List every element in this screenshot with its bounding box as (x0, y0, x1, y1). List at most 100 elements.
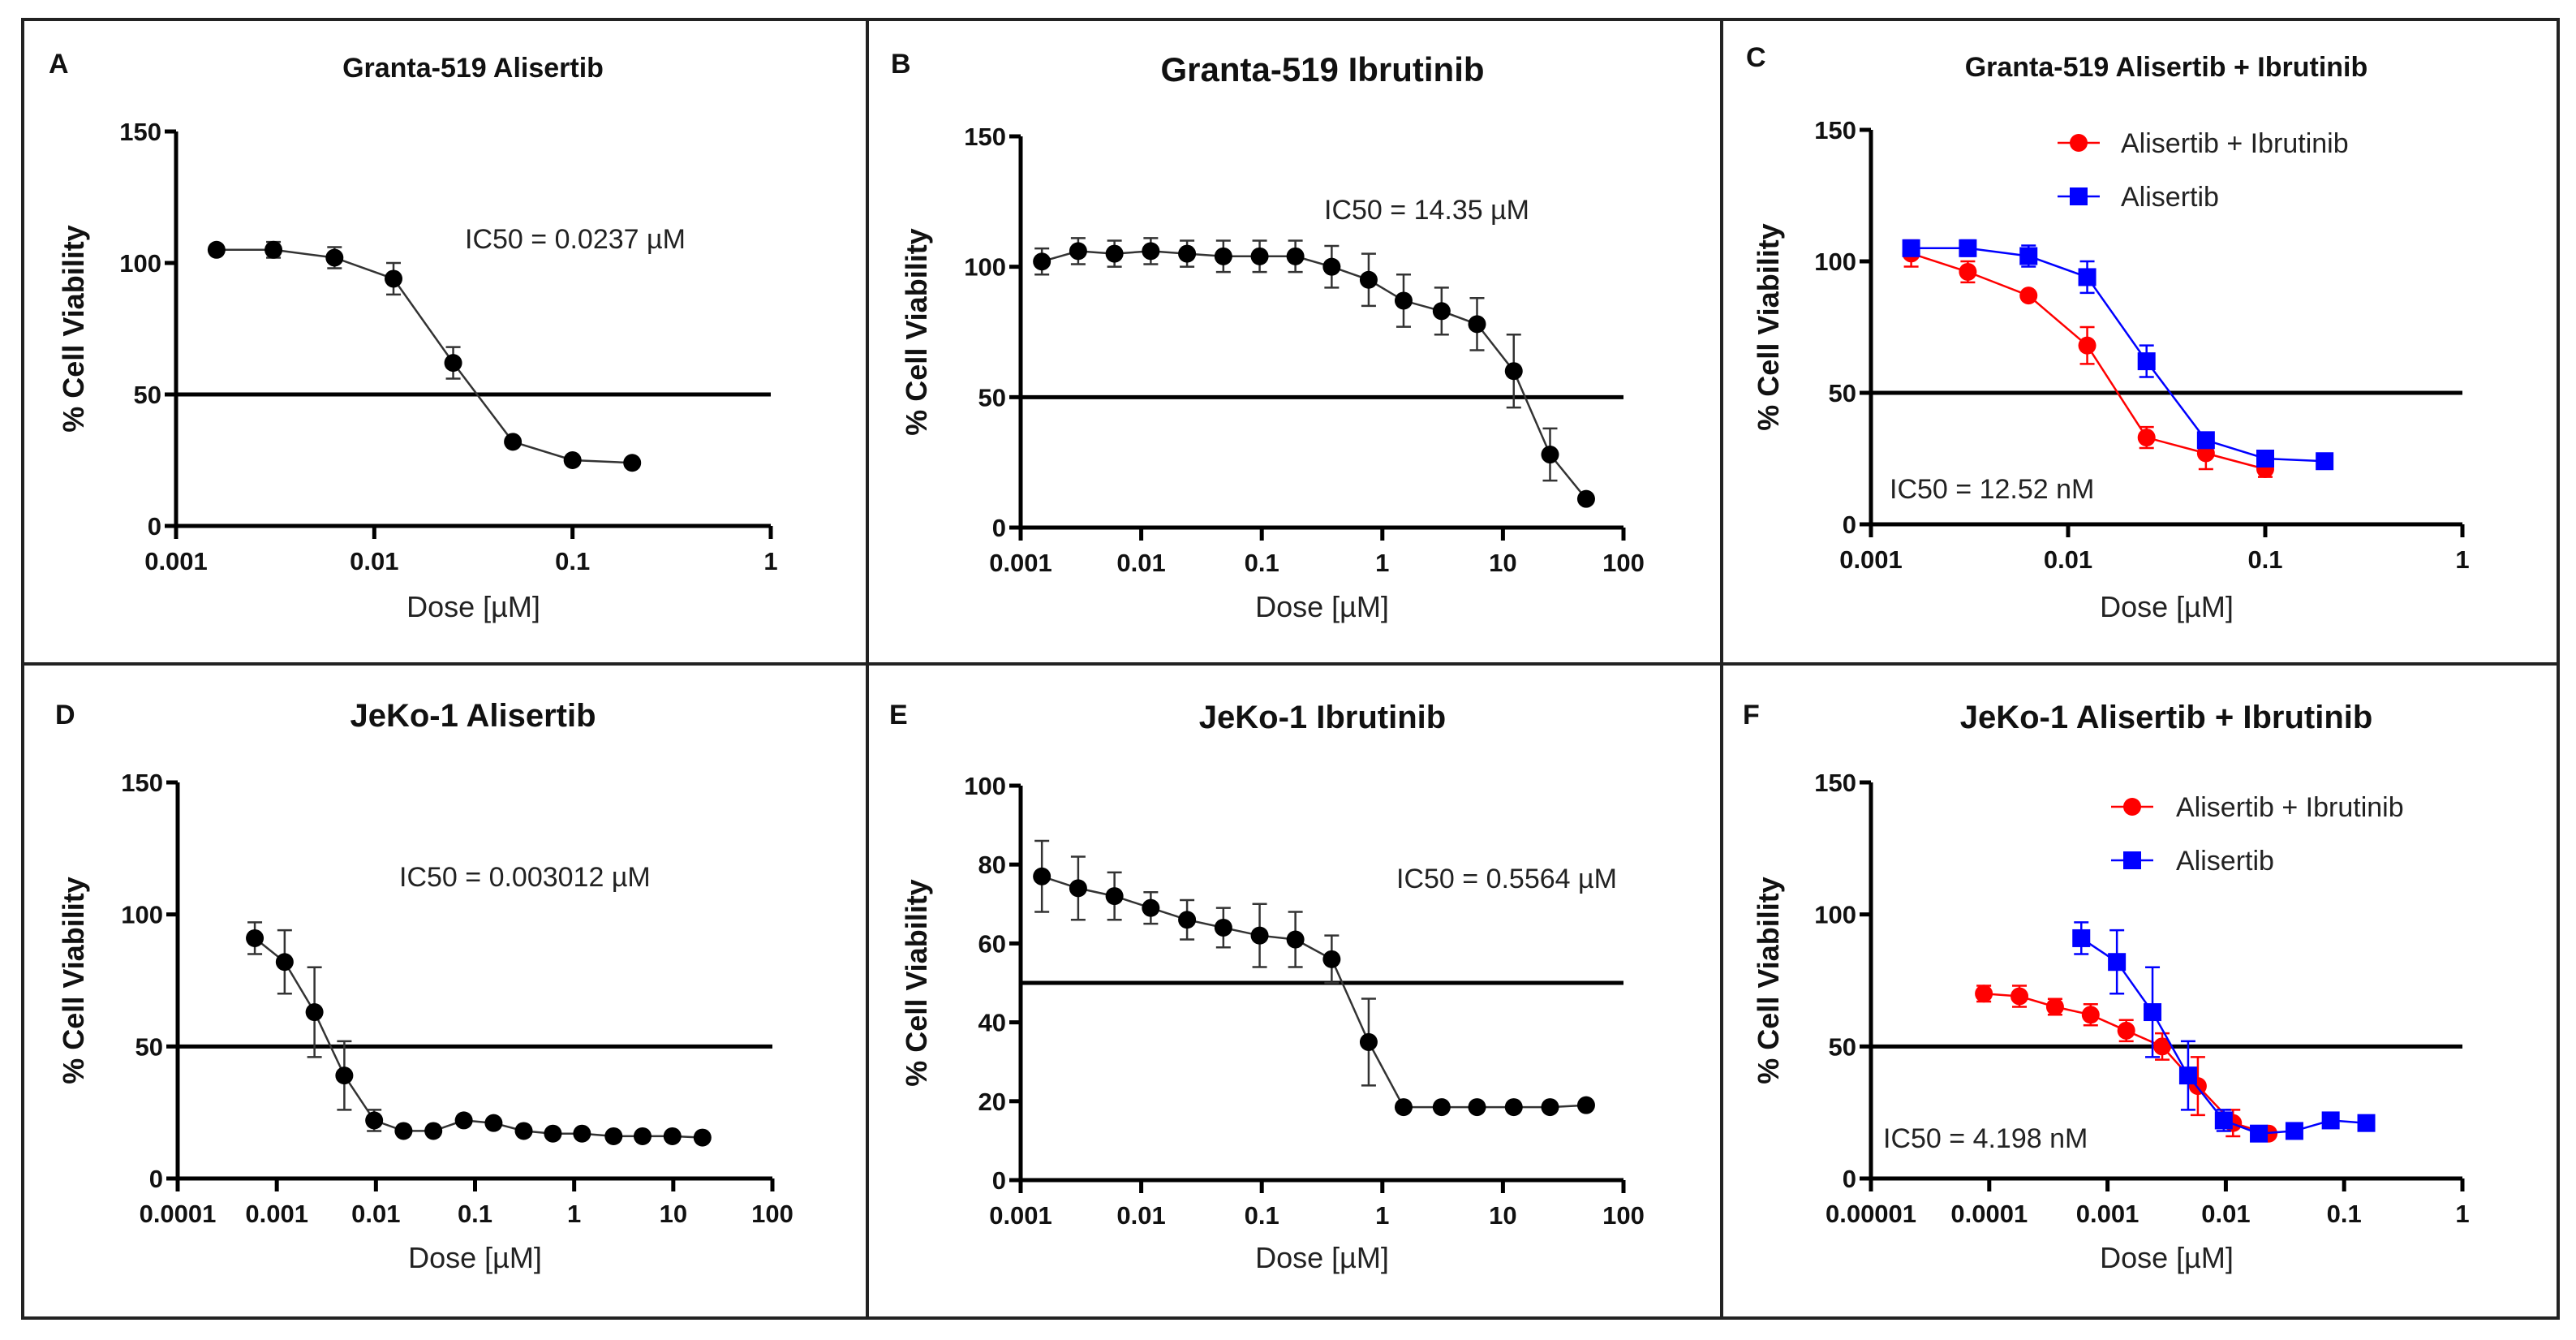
data-point (2357, 1114, 2376, 1132)
y-tick-label: 100 (1814, 248, 1856, 276)
x-tick-label: 0.01 (1116, 549, 1165, 577)
legend-label: Alisertib (2121, 182, 2219, 213)
data-point (1033, 867, 1051, 885)
panel-D: D JeKo-1 Alisertib 0 50 100 150 0.0001 0.001 0.0… (55, 698, 793, 1274)
data-point (1286, 930, 1305, 949)
x-tick-label: 0.1 (1245, 549, 1279, 577)
y-tick-label: 150 (964, 123, 1006, 151)
y-tick-label: 100 (121, 901, 163, 929)
legend-label: Alisertib (2176, 846, 2274, 877)
panel-letter: F (1743, 700, 1760, 730)
data-point (2045, 997, 2064, 1016)
ic50-annotation: IC50 = 12.52 nM (1890, 474, 2094, 505)
data-point (385, 269, 403, 288)
x-tick-label: 1 (567, 1200, 581, 1228)
data-point (2256, 450, 2274, 467)
y-tick-label: 50 (1829, 1032, 1856, 1061)
data-point (1142, 898, 1160, 917)
data-point (2153, 1037, 2172, 1056)
data-point (2019, 287, 2038, 305)
legend-marker-square (2070, 187, 2088, 205)
data-point (484, 1114, 503, 1132)
data-point (2178, 1066, 2197, 1085)
panel-letter: B (891, 49, 911, 80)
data-point (1576, 489, 1595, 508)
data-point (1142, 242, 1160, 261)
x-tick-label: 0.01 (1116, 1201, 1165, 1230)
x-tick-label: 0.001 (2076, 1200, 2139, 1228)
data-point (1959, 239, 1977, 257)
x-tick-label: 1 (1375, 1201, 1389, 1230)
panel-letter: E (889, 700, 908, 730)
data-point (365, 1111, 384, 1130)
data-point (604, 1127, 623, 1145)
ic50-annotation: IC50 = 4.198 nM (1883, 1123, 2088, 1154)
data-point (1250, 926, 1269, 945)
x-tick-label: 0.01 (2201, 1200, 2250, 1228)
legend-marker-circle (2123, 798, 2141, 816)
data-point (246, 929, 264, 947)
y-tick-label: 50 (134, 381, 161, 409)
data-point (2285, 1122, 2303, 1140)
data-point (2081, 1006, 2100, 1024)
data-point (663, 1127, 682, 1145)
data-point (1541, 1098, 1559, 1117)
series-ibrutinib (1033, 839, 1595, 1117)
data-point (1214, 247, 1232, 265)
data-point (1250, 247, 1269, 265)
series-alisertib (207, 240, 642, 472)
outer-border (21, 18, 2560, 1320)
y-tick-label: 0 (149, 1165, 163, 1193)
data-point (693, 1128, 712, 1147)
x-tick-label: 0.1 (2327, 1200, 2362, 1228)
y-tick-label: 100 (964, 772, 1006, 800)
data-point (514, 1122, 533, 1140)
data-point (1286, 247, 1305, 265)
data-point (1468, 1098, 1486, 1117)
data-point (444, 354, 462, 373)
data-point (2144, 1003, 2162, 1022)
legend-marker-square (2123, 851, 2141, 869)
data-point (305, 1003, 324, 1022)
y-tick-label: 60 (978, 929, 1006, 958)
series-line (1041, 875, 1587, 1109)
data-point (1902, 239, 1920, 257)
x-tick-label: 100 (1602, 549, 1645, 577)
series-ibrutinib (1033, 237, 1595, 508)
x-axis-label: Dose [µM] (1255, 590, 1389, 623)
data-point (1033, 252, 1051, 271)
x-tick-label: 0.1 (2247, 545, 2282, 574)
data-point (1432, 302, 1451, 321)
data-point (2137, 429, 2156, 447)
x-tick-label: 100 (1602, 1201, 1645, 1230)
x-tick-label: 1 (763, 547, 777, 575)
x-tick-label: 0.0001 (1950, 1200, 2028, 1228)
data-point (2078, 336, 2096, 355)
x-tick-label: 0.01 (350, 547, 398, 575)
series-alisertib: Alisertib (2072, 846, 2376, 1143)
data-point (1105, 244, 1124, 263)
y-axis-label: % Cell Viability (1752, 877, 1785, 1084)
data-point (563, 451, 582, 469)
panel-C: C Granta-519 Alisertib + Ibrutinib 0 50 100 1… (1746, 42, 2470, 623)
chart-title: JeKo-1 Alisertib + Ibrutinib (1960, 700, 2373, 735)
y-axis-label: % Cell Viability (900, 879, 933, 1086)
chart-title: Granta-519 Ibrutinib (1160, 50, 1484, 88)
panel-B: B Granta-519 Ibrutinib 0 50 100 150 0.001 0.01 0… (891, 49, 1645, 623)
series-line (1041, 250, 1587, 500)
data-point (207, 240, 226, 259)
data-point (2078, 268, 2096, 287)
y-tick-label: 0 (1843, 511, 1856, 539)
x-axis-label: Dose [µM] (406, 590, 540, 623)
y-axis-label: % Cell Viability (57, 225, 90, 432)
data-point (335, 1066, 354, 1085)
y-tick-label: 50 (135, 1032, 163, 1061)
y-tick-label: 0 (148, 512, 161, 541)
data-point (1468, 315, 1486, 334)
data-point (1069, 242, 1087, 261)
data-point (2316, 452, 2334, 471)
ic50-annotation: IC50 = 0.0237 µM (465, 224, 686, 255)
y-tick-label: 100 (964, 253, 1006, 282)
data-point (504, 433, 523, 451)
